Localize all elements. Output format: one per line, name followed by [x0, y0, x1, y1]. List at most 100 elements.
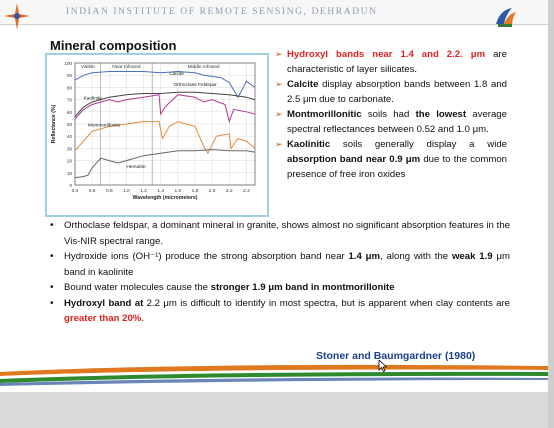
region-label: Middle Infrared	[188, 64, 220, 70]
bullet-text-2: .	[141, 313, 144, 324]
series-label: Calcite	[169, 71, 184, 77]
mouse-cursor-icon	[378, 360, 387, 372]
bullet-text: soils had	[361, 109, 416, 120]
chart-canvas: 0 10 20 30 40 50 60 70 80 90 100 0.4 0.6 0.8 1.0 1.2 1.4…	[51, 61, 256, 201]
bullet-hydroxide-ions: • Hydroxide ions (OH⁻¹) produce the stro…	[48, 249, 510, 280]
y-tick-label: 50	[67, 122, 73, 127]
right-bullet-list: ➢ Hydroxyl bands near 1.4 and 2.2. μm ar…	[275, 47, 507, 182]
window-edge	[548, 0, 554, 428]
bullet-text-2: , along with the	[380, 251, 452, 262]
logo-center	[14, 13, 20, 19]
bullet-highlight-2: absorption band near 0.9 μm	[287, 154, 421, 165]
institute-name: INDIAN INSTITUTE OF REMOTE SENSING, DEHR…	[66, 7, 378, 17]
logo-wing-orange	[504, 12, 516, 26]
bullet-montmorillonitic: ➢ Montmorillonitic soils had the lowest …	[275, 107, 507, 137]
series-line	[74, 70, 256, 99]
x-tick-label: 1.0	[123, 188, 130, 194]
slide: INDIAN INSTITUTE OF REMOTE SENSING, DEHR…	[0, 0, 548, 392]
bullet-text-2: average spectral reflectances between 0.…	[287, 109, 507, 135]
x-tick-label: 1.8	[192, 188, 199, 194]
logo-base	[498, 24, 512, 27]
bullet-bound-water: • Bound water molecules cause the strong…	[48, 280, 510, 296]
dot-bullet-icon: •	[50, 251, 54, 262]
bullet-highlight: greater than 20%	[64, 313, 142, 324]
series-label: Hematite	[126, 164, 146, 170]
bullet-text: Orthoclase feldspar, a dominant mineral …	[64, 220, 510, 247]
footer-band-white	[0, 369, 548, 379]
series-label: Orthoclase Feldspar	[174, 82, 218, 88]
series-label: Kaolinite	[84, 96, 103, 102]
x-tick-label: 1.6	[175, 188, 182, 194]
spectral-reflectance-chart: 0 10 20 30 40 50 60 70 80 90 100 0.4 0.6 0.8 1.0 1.2 1.4…	[45, 53, 269, 217]
footer-band-green	[0, 371, 548, 383]
region-label: Near Infrared	[112, 64, 141, 70]
x-tick-label: 2.2	[226, 188, 233, 194]
y-tick-label: 90	[67, 73, 73, 78]
bullet-kaolinitic: ➢ Kaolinitic soils generally display a w…	[275, 137, 507, 182]
x-tick-label: 0.4	[72, 188, 79, 194]
bullet-text: 2.2 μm is difficult to identify in most …	[143, 297, 510, 309]
logo-wing-blue	[496, 8, 512, 24]
x-tick-label: 0.8	[106, 188, 113, 194]
dot-bullet-icon: •	[50, 297, 54, 309]
series-line	[74, 149, 256, 179]
x-tick-label: 2.0	[209, 188, 216, 194]
y-tick-label: 100	[64, 61, 72, 66]
bullet-highlight: Montmorillonitic	[287, 109, 362, 120]
organization-logo	[496, 8, 516, 27]
x-tick-label: 1.4	[157, 188, 164, 194]
bullet-bold: Hydroxyl band at	[64, 297, 144, 309]
y-tick-label: 40	[67, 134, 73, 139]
y-tick-label: 80	[67, 85, 73, 90]
y-axis-title: Reflectance (%)	[51, 104, 57, 143]
bullet-text-2: due to the common presence of free iron …	[287, 154, 507, 180]
bullet-text: Bound water molecules cause the	[64, 282, 211, 293]
header-band	[0, 0, 548, 25]
bullet-text: soils generally display a wide	[330, 139, 507, 150]
citation: Stoner and Baumgardner (1980)	[316, 350, 476, 362]
y-tick-label: 10	[67, 171, 73, 176]
bullet-bold: stronger 1.9 μm band in montmorillonite	[210, 282, 395, 293]
bullet-highlight: Kaolinitic	[287, 139, 331, 150]
bullet-hydroxyl-bands: ➢ Hydroxyl bands near 1.4 and 2.2. μm ar…	[275, 47, 507, 77]
x-tick-label: 1.2	[140, 188, 147, 194]
bottom-bullet-list: • Orthoclase feldspar, a dominant minera…	[48, 218, 510, 327]
dot-bullet-icon: •	[50, 220, 54, 231]
y-tick-label: 0	[69, 183, 72, 188]
arrow-bullet-icon: ➢	[275, 139, 283, 149]
bullet-text: Hydroxide ions (OH⁻¹) produce the strong…	[64, 251, 349, 262]
x-tick-label: 0.6	[89, 188, 96, 194]
series-line	[74, 121, 256, 155]
y-tick-label: 70	[67, 98, 73, 103]
bullet-text: are characteristic of layer silicates.	[287, 49, 507, 75]
bullet-highlight: Calcite	[287, 79, 319, 90]
bullet-hydroxyl-band: • Hydroxyl band at 2.2 μm is difficult t…	[48, 296, 510, 327]
bullet-bold-2: weak 1.9	[451, 251, 493, 262]
institute-logo	[4, 3, 30, 30]
y-tick-label: 20	[67, 159, 73, 164]
footer-band-orange	[0, 364, 548, 376]
footer-band-blue	[0, 377, 548, 386]
bullet-bold: 1.4 μm	[348, 251, 381, 262]
plot-area-border	[74, 62, 256, 186]
arrow-bullet-icon: ➢	[275, 79, 283, 89]
series-line	[74, 91, 256, 118]
bullet-calcite: ➢ Calcite display absorption bands betwe…	[275, 77, 507, 107]
y-tick-label: 30	[67, 146, 73, 151]
footer-decoration	[0, 364, 548, 386]
bullet-text-3: μm band in kaolinite	[64, 251, 510, 278]
bullet-orthoclase: • Orthoclase feldspar, a dominant minera…	[48, 218, 510, 249]
dot-bullet-icon: •	[50, 282, 54, 293]
region-label: Visible	[81, 64, 95, 70]
x-axis-title: Wavelength (micrometers)	[133, 195, 198, 201]
series-line	[74, 94, 256, 124]
arrow-bullet-icon: ➢	[275, 49, 283, 59]
bullet-text: display absorption bands between 1.8 and…	[287, 79, 507, 105]
slide-title: Mineral composition	[50, 38, 177, 53]
series-label: Montmorillonite	[88, 122, 121, 128]
arrow-bullet-icon: ➢	[275, 109, 283, 119]
bullet-highlight: Hydroxyl bands near 1.4 and 2.2. μm	[287, 49, 486, 60]
x-tick-label: 2.4	[243, 188, 250, 194]
bullet-highlight-2: the lowest	[415, 109, 467, 120]
y-tick-label: 60	[67, 110, 73, 115]
